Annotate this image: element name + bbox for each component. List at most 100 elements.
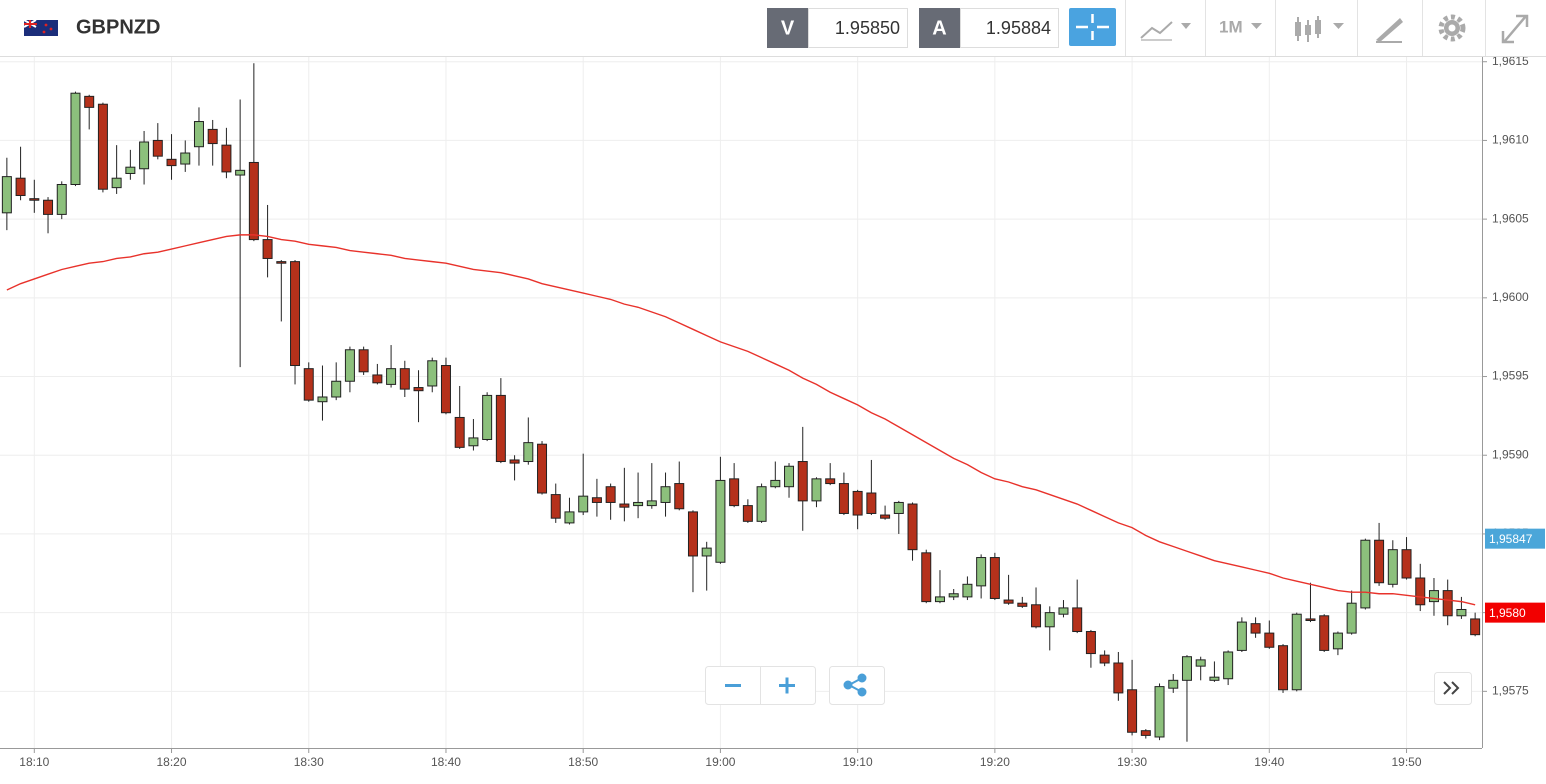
bid-price: 1.95850 [835,18,900,38]
candle-body [811,478,822,502]
candle-body [358,349,369,373]
candle-body [633,501,644,507]
scroll-end-button[interactable] [1443,681,1460,695]
fullscreen-button[interactable] [1501,14,1529,44]
candle-body [770,479,781,488]
candle-body [537,443,548,494]
share-button[interactable] [843,673,867,697]
y-tick-label: 1,9610 [1492,133,1529,147]
crosshair-button[interactable] [1069,8,1116,46]
candle-body [1236,621,1247,651]
candle-body [290,261,301,367]
candle-body [1264,632,1275,648]
y-tick-label: 1,9615 [1492,54,1529,68]
x-tick-label: 19:20 [980,755,1010,769]
x-tick-label: 18:40 [431,755,461,769]
candle-body [1209,676,1220,681]
candle-body [797,461,808,502]
candle-body [674,483,685,510]
bid-box [808,8,908,48]
candle-body [468,437,479,447]
chart-layer: 1,95751,95801,95851,95901,95951,96001,96… [0,54,1545,769]
candle-body [687,511,698,557]
candle-body [1195,659,1206,667]
bid-button[interactable] [767,8,808,48]
toolbar: GBPNZD V 1.95850 A 1.95884 1M [0,0,1546,57]
candle-body [152,139,163,157]
ask-price: 1.95884 [986,18,1051,38]
candle-body [756,486,767,522]
candle-body [1415,577,1426,606]
share-box [829,666,885,705]
candle-body [1154,686,1165,738]
candle-body [880,514,891,519]
candle-body [29,198,40,201]
x-tick-label: 18:10 [19,755,49,769]
candle-body [70,92,81,185]
candle-body [605,486,616,503]
candle-body [1332,632,1343,650]
candle-body [317,396,328,403]
candle-body [1223,651,1234,680]
candle-body [1085,631,1096,655]
candle-body [1250,623,1261,634]
candle-body [1456,608,1467,617]
candle-body [1127,689,1138,733]
candle-body [1278,645,1289,691]
candle-body [962,583,973,598]
candle-body [1387,549,1398,585]
candle-body [262,239,273,259]
x-tick-label: 18:30 [294,755,324,769]
candle-body [248,161,259,241]
candle-body [495,394,506,463]
candle-body [1442,590,1453,617]
candle-body [427,360,438,387]
candle-body [921,552,932,603]
y-tick-label: 1,9575 [1492,684,1529,698]
candle-body [1140,730,1151,736]
timeframe[interactable]: 1M [1219,17,1243,36]
timeframe-caret [1251,23,1262,29]
candle-body [1072,607,1083,633]
x-tick-label: 18:50 [568,755,598,769]
candle-body [729,478,740,507]
candle-body [207,128,218,145]
candle-body [111,177,122,189]
candle-body [139,141,150,170]
x-tick-label: 19:50 [1392,755,1422,769]
candle-body [344,349,355,382]
symbol: GBPNZD [76,16,160,38]
chart-type-button[interactable] [1140,21,1191,41]
candle-body [1346,602,1357,634]
candle-body [1,176,12,214]
candle-body [1017,602,1028,607]
candle-body [1470,618,1481,636]
candle-body [1003,599,1014,604]
candle-body [1031,604,1042,628]
candle-body [1099,654,1110,664]
candle-body [1058,607,1069,615]
candle-body [1168,679,1179,689]
candle-body [893,501,904,514]
candle-body [591,497,602,503]
candle-body [619,503,630,508]
draw-button[interactable] [1376,18,1403,43]
ask-box [960,8,1059,48]
candle-body [742,505,753,522]
candle-body [235,169,246,176]
candle-type-button[interactable] [1295,16,1344,42]
candle-body [221,144,232,173]
ask-button[interactable] [919,8,960,48]
settings-button[interactable] [1438,14,1466,42]
y-tick-label: 1,9595 [1492,369,1529,383]
y-tick-label: 1,9605 [1492,211,1529,225]
candle-body [646,500,657,507]
candle-body [1401,549,1412,579]
candle-body [331,380,342,398]
x-tick-label: 19:10 [843,755,873,769]
candle-body [976,557,987,587]
candle-body [1360,539,1371,609]
toolbar-separators [1125,0,1486,56]
candle-body [1374,539,1385,584]
zoom-in-button[interactable] [779,677,795,694]
